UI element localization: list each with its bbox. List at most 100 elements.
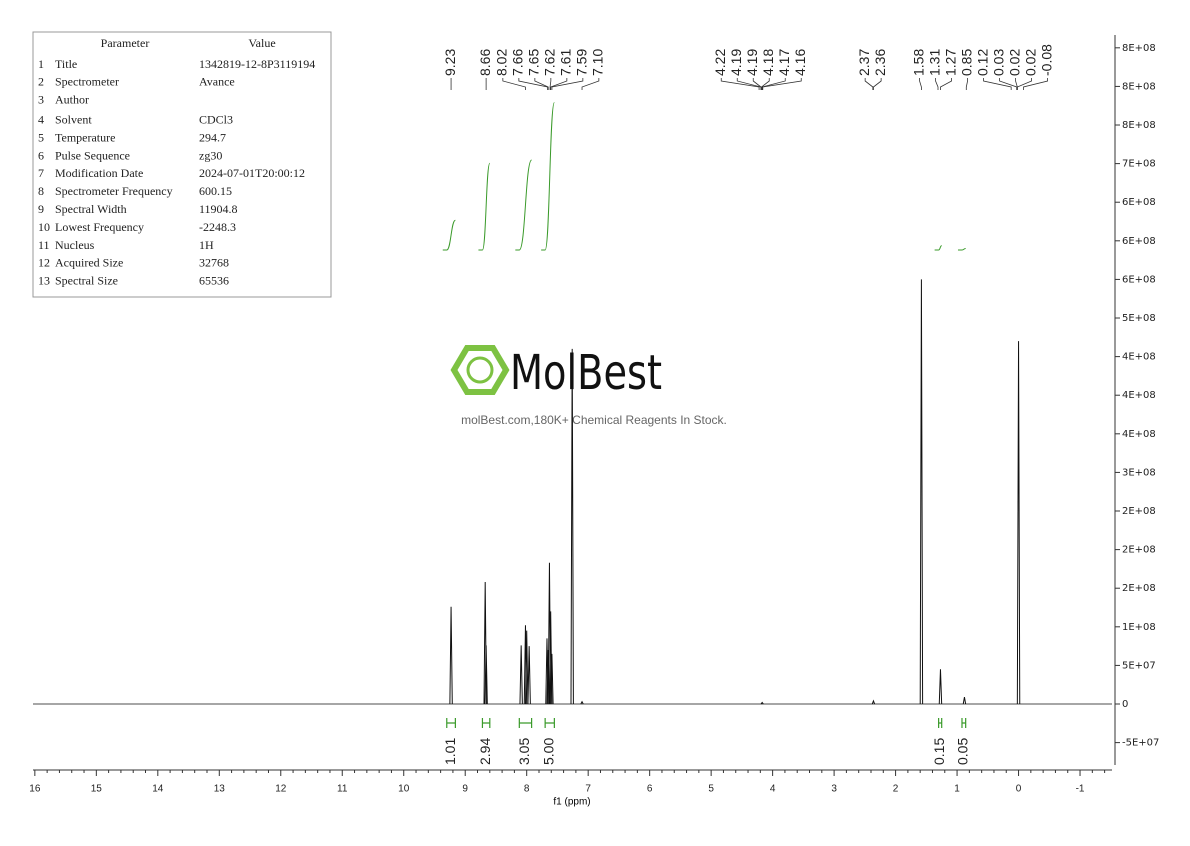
- x-tick-label: -1: [1076, 784, 1085, 795]
- peak-leader: [752, 78, 762, 90]
- integral-curve: [442, 219, 456, 251]
- peak-label: 4.18: [760, 49, 776, 76]
- peak: [938, 669, 943, 705]
- logo-hexagon: [450, 345, 510, 395]
- table-cell: 32768: [199, 256, 229, 270]
- y-tick-label: 8E+08: [1122, 43, 1156, 54]
- peak-label: 4.22: [712, 49, 728, 76]
- peak-label: 0.02: [1022, 49, 1038, 76]
- integral-label: 0.15: [931, 738, 947, 765]
- peak-leader: [720, 78, 760, 90]
- peak-label: -0.08: [1038, 44, 1054, 76]
- integral-bracket: [544, 718, 555, 728]
- table-header: Parameter: [101, 36, 150, 50]
- table-cell: 4: [38, 112, 44, 126]
- table-cell: -2248.3: [199, 220, 236, 234]
- peak-label: 4.17: [776, 49, 792, 76]
- table-cell: 2: [38, 75, 44, 89]
- x-tick-label: 12: [275, 784, 287, 795]
- peak: [1016, 341, 1021, 705]
- peak-label: 0.12: [974, 49, 990, 76]
- y-tick-label: 6E+08: [1122, 236, 1156, 247]
- peak-leader: [1016, 78, 1032, 90]
- table-cell: Spectral Size: [55, 274, 118, 288]
- peak: [519, 645, 523, 705]
- table-cell: 8: [38, 184, 44, 198]
- table-cell: zg30: [199, 148, 222, 162]
- integral-label: 2.94: [477, 738, 493, 765]
- peak-leader: [761, 78, 786, 90]
- peak-leader: [761, 78, 770, 90]
- peak-label: 7.10: [590, 49, 606, 76]
- peak-label: 1.58: [910, 49, 926, 76]
- peak-label: 9.23: [442, 49, 458, 76]
- peak-leader: [1023, 78, 1048, 90]
- integral-curve: [478, 162, 491, 251]
- table-cell: Lowest Frequency: [55, 220, 144, 234]
- table-cell: 7: [38, 166, 44, 180]
- peak-label: 2.36: [872, 49, 888, 76]
- x-tick-label: 2: [893, 784, 899, 795]
- table-cell: 1342819-12-8P3119194: [199, 57, 315, 71]
- table-cell: 3: [38, 93, 44, 107]
- peak-leader: [502, 78, 526, 90]
- peak-label: 4.16: [792, 49, 808, 76]
- table-cell: 11: [38, 238, 50, 252]
- peak-label: 1.27: [942, 49, 958, 76]
- integral-label: 3.05: [516, 738, 532, 765]
- peak-leader: [935, 78, 939, 90]
- table-cell: Pulse Sequence: [55, 148, 130, 162]
- peak-label: 0.03: [990, 49, 1006, 76]
- peak-leader: [550, 78, 568, 90]
- table-cell: Avance: [199, 75, 235, 89]
- x-tick-label: 10: [398, 784, 410, 795]
- x-axis-label: f1 (ppm): [553, 797, 590, 808]
- table-cell: Spectrometer: [55, 75, 119, 89]
- integral-curve: [541, 102, 555, 251]
- y-tick-label: 8E+08: [1122, 81, 1156, 92]
- peak: [484, 645, 488, 705]
- peak-label: 1.31: [926, 49, 942, 76]
- y-tick-label: 8E+08: [1122, 120, 1156, 131]
- x-tick-label: 16: [29, 784, 41, 795]
- peak: [919, 279, 924, 705]
- y-tick-label: 2E+08: [1122, 583, 1156, 594]
- peak-leader: [873, 78, 882, 90]
- table-cell: 294.7: [199, 130, 226, 144]
- table-cell: Solvent: [55, 112, 92, 126]
- peak-label: 7.62: [542, 49, 558, 76]
- integral-label: 1.01: [442, 738, 458, 765]
- y-tick-label: -5E+07: [1122, 738, 1159, 749]
- peak-leader: [983, 78, 1012, 90]
- table-header: Value: [248, 36, 275, 50]
- x-tick-label: 7: [585, 784, 591, 795]
- x-tick-label: 13: [214, 784, 226, 795]
- table-cell: Title: [55, 57, 77, 71]
- integral-bracket: [446, 718, 456, 728]
- integral-curve: [934, 245, 942, 251]
- table-cell: 600.15: [199, 184, 232, 198]
- peak-label: 0.85: [958, 49, 974, 76]
- peak-leader: [940, 78, 952, 90]
- integral-bracket: [518, 718, 533, 728]
- logo-tagline: molBest.com,180K+ Chemical Reagents In S…: [461, 413, 727, 427]
- table-cell: 10: [38, 220, 50, 234]
- peak: [962, 696, 967, 705]
- x-tick-label: 15: [91, 784, 103, 795]
- table-border: [32, 31, 332, 298]
- peak-leader: [762, 78, 802, 90]
- peak: [871, 699, 876, 705]
- peak-label: 2.37: [856, 49, 872, 76]
- peak-leader: [999, 78, 1018, 90]
- x-tick-label: 0: [1016, 784, 1022, 795]
- table-cell: 65536: [199, 274, 229, 288]
- table-cell: 2024-07-01T20:00:12: [199, 166, 305, 180]
- table-cell: 5: [38, 130, 44, 144]
- integral-bracket: [938, 718, 943, 728]
- peak-label: 4.19: [728, 49, 744, 76]
- table-cell: 11904.8: [199, 202, 238, 216]
- peak-label: 8.02: [494, 49, 510, 76]
- table-cell: CDCl3: [199, 112, 233, 126]
- y-tick-label: 4E+08: [1122, 352, 1156, 363]
